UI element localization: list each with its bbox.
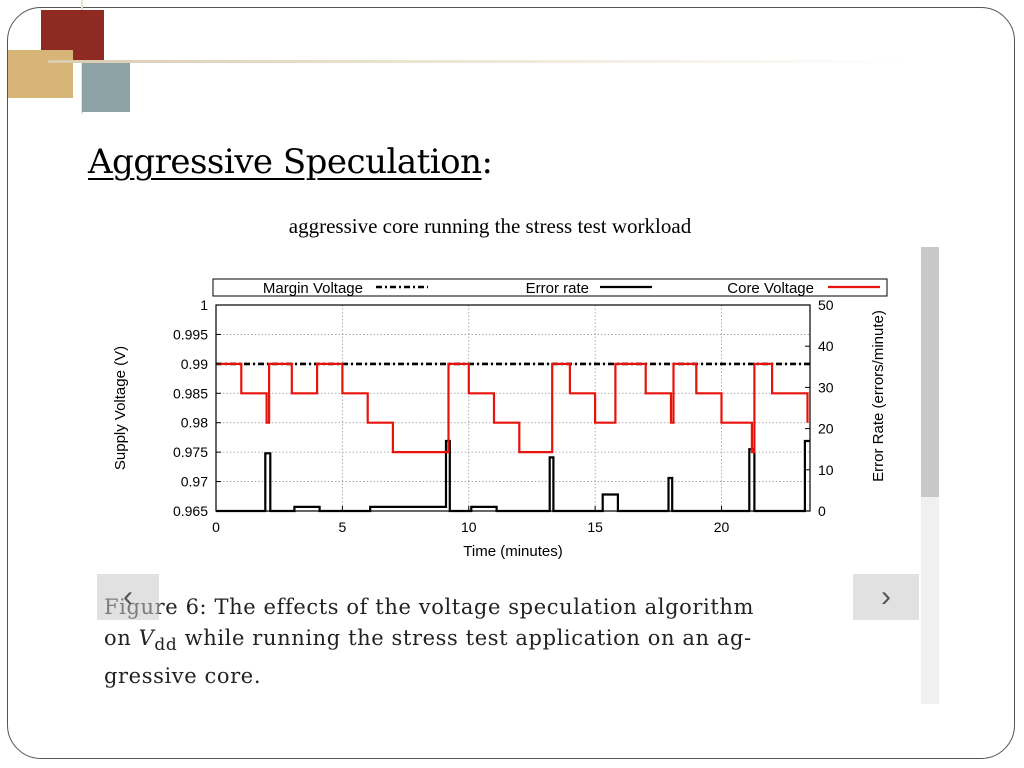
y-left-tick-label: 0.965 bbox=[173, 503, 208, 519]
slide-frame bbox=[7, 7, 1015, 759]
previous-button[interactable]: ‹ bbox=[97, 574, 159, 620]
voltage-chart-svg: 0.9650.970.9750.980.9850.990.99510102030… bbox=[112, 278, 888, 560]
decor-horizontal-line bbox=[48, 60, 908, 63]
y-left-tick-label: 0.99 bbox=[181, 356, 208, 372]
slide-subtitle: aggressive core running the stress test … bbox=[288, 214, 692, 238]
caption-line-2: on Vdd while running the stress test app… bbox=[104, 623, 924, 661]
y-right-tick-label: 0 bbox=[818, 503, 826, 519]
y-right-tick-label: 50 bbox=[818, 297, 834, 313]
y-left-tick-label: 0.97 bbox=[181, 474, 208, 490]
caption-subscript: dd bbox=[154, 635, 178, 656]
caption-line-3: gressive core. bbox=[104, 664, 262, 689]
caption-line-1: Figure 6: The effects of the voltage spe… bbox=[104, 595, 755, 619]
x-tick-label: 10 bbox=[461, 519, 477, 535]
legend-box bbox=[212, 278, 888, 297]
caption-line-2-post: while running the stress test applicatio… bbox=[177, 626, 752, 650]
figure-caption: Figure 6: The effects of the voltage spe… bbox=[104, 592, 924, 692]
y-axis-left-label: Supply Voltage (V) bbox=[112, 346, 129, 470]
x-tick-label: 5 bbox=[338, 519, 346, 535]
legend-label: Margin Voltage bbox=[263, 280, 363, 297]
x-tick-label: 15 bbox=[587, 519, 603, 535]
legend-layer: Margin Voltage Error rate Core Voltage bbox=[212, 278, 888, 297]
caption-variable: V bbox=[138, 626, 155, 650]
y-left-tick-label: 1 bbox=[200, 297, 208, 313]
y-left-tick-label: 0.98 bbox=[181, 415, 208, 431]
tick-layer: 0.9650.970.9750.980.9850.990.99510102030… bbox=[173, 297, 834, 535]
series-core-voltage bbox=[216, 362, 809, 454]
y-right-tick-label: 10 bbox=[818, 462, 834, 478]
y-left-tick-label: 0.985 bbox=[173, 385, 208, 401]
y-left-tick-label: 0.995 bbox=[173, 326, 208, 342]
y-right-tick-label: 20 bbox=[818, 421, 834, 437]
plot-frame bbox=[215, 304, 811, 512]
x-tick-label: 20 bbox=[714, 519, 730, 535]
series-layer bbox=[216, 362, 810, 513]
y-right-tick-label: 40 bbox=[818, 338, 834, 354]
decor-gold-square bbox=[8, 50, 73, 98]
chevron-left-icon: ‹ bbox=[123, 580, 133, 613]
chevron-right-icon: › bbox=[881, 580, 891, 613]
slide-title-text: Aggressive Speculation bbox=[88, 142, 482, 182]
legend-label: Core Voltage bbox=[727, 280, 814, 297]
caption-line-2-pre: on bbox=[104, 626, 139, 650]
voltage-chart: 0.965 0.97 0.975 0.98 0.985 0.99 0.995 1 0 10 20 30… bbox=[100, 272, 930, 572]
y-axis-right-label: Error Rate (errors/minute) bbox=[870, 310, 887, 482]
legend-label: Error rate bbox=[526, 280, 589, 297]
y-right-tick-label: 30 bbox=[818, 379, 834, 395]
y-left-tick-label: 0.975 bbox=[173, 444, 208, 460]
slide-title: Aggressive Speculation: bbox=[88, 142, 493, 182]
scrollbar-thumb[interactable] bbox=[921, 247, 939, 497]
decor-grey-square bbox=[82, 62, 130, 112]
slide-title-suffix: : bbox=[481, 142, 493, 182]
next-button[interactable]: › bbox=[853, 574, 919, 620]
x-tick-label: 0 bbox=[212, 519, 220, 535]
series-error-rate bbox=[216, 439, 810, 513]
x-axis-label: Time (minutes) bbox=[463, 543, 562, 560]
